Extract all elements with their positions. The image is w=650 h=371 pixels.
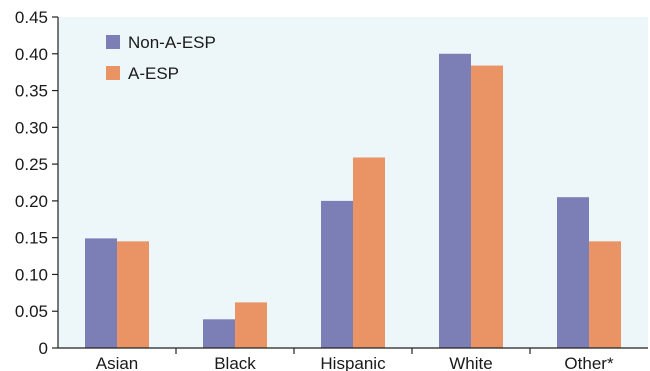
bar-a-esp-white bbox=[471, 65, 503, 349]
bar-a-esp-hispanic bbox=[353, 157, 385, 348]
axes-group bbox=[57, 17, 648, 349]
bars-group bbox=[85, 53, 621, 349]
y-axis-ticks: 0 0.05 0.10 0.15 0.20 0.25 0.30 0.35 0.40 0.45 bbox=[15, 8, 58, 358]
bar-non-a-esp-other- bbox=[557, 197, 589, 348]
y-tick-label: 0.15 bbox=[15, 229, 48, 248]
bar-non-a-esp-white bbox=[439, 53, 471, 349]
y-tick-label: 0.25 bbox=[15, 155, 48, 174]
y-tick-label: 0.20 bbox=[15, 192, 48, 211]
x-tick-label: Other* bbox=[564, 354, 614, 371]
y-tick-label: 0.40 bbox=[15, 45, 48, 64]
y-tick-label: 0.30 bbox=[15, 118, 48, 137]
bar-a-esp-other- bbox=[589, 241, 621, 348]
bar-non-a-esp-hispanic bbox=[321, 200, 353, 348]
legend: Non-A-ESP A-ESP bbox=[106, 33, 216, 83]
legend-label: A-ESP bbox=[128, 64, 179, 83]
legend-label: Non-A-ESP bbox=[128, 33, 216, 52]
x-tick-label: Black bbox=[214, 354, 256, 371]
x-tick-label: Asian bbox=[96, 354, 139, 371]
x-tick-label: White bbox=[449, 354, 492, 371]
y-tick-label: 0 bbox=[39, 339, 48, 358]
y-tick-label: 0.45 bbox=[15, 8, 48, 27]
x-axis-ticks: Asian Black Hispanic White Other* bbox=[96, 348, 614, 371]
bar-a-esp-asian bbox=[117, 241, 149, 348]
y-tick-label: 0.35 bbox=[15, 82, 48, 101]
y-tick-label: 0.05 bbox=[15, 302, 48, 321]
x-tick-label: Hispanic bbox=[320, 354, 386, 371]
bar-a-esp-black bbox=[235, 302, 267, 348]
bar-non-a-esp-black bbox=[203, 319, 235, 348]
legend-swatch-a-esp bbox=[106, 66, 120, 80]
y-tick-label: 0.10 bbox=[15, 265, 48, 284]
legend-swatch-non-a-esp bbox=[106, 35, 120, 49]
bar-non-a-esp-asian bbox=[85, 238, 117, 348]
